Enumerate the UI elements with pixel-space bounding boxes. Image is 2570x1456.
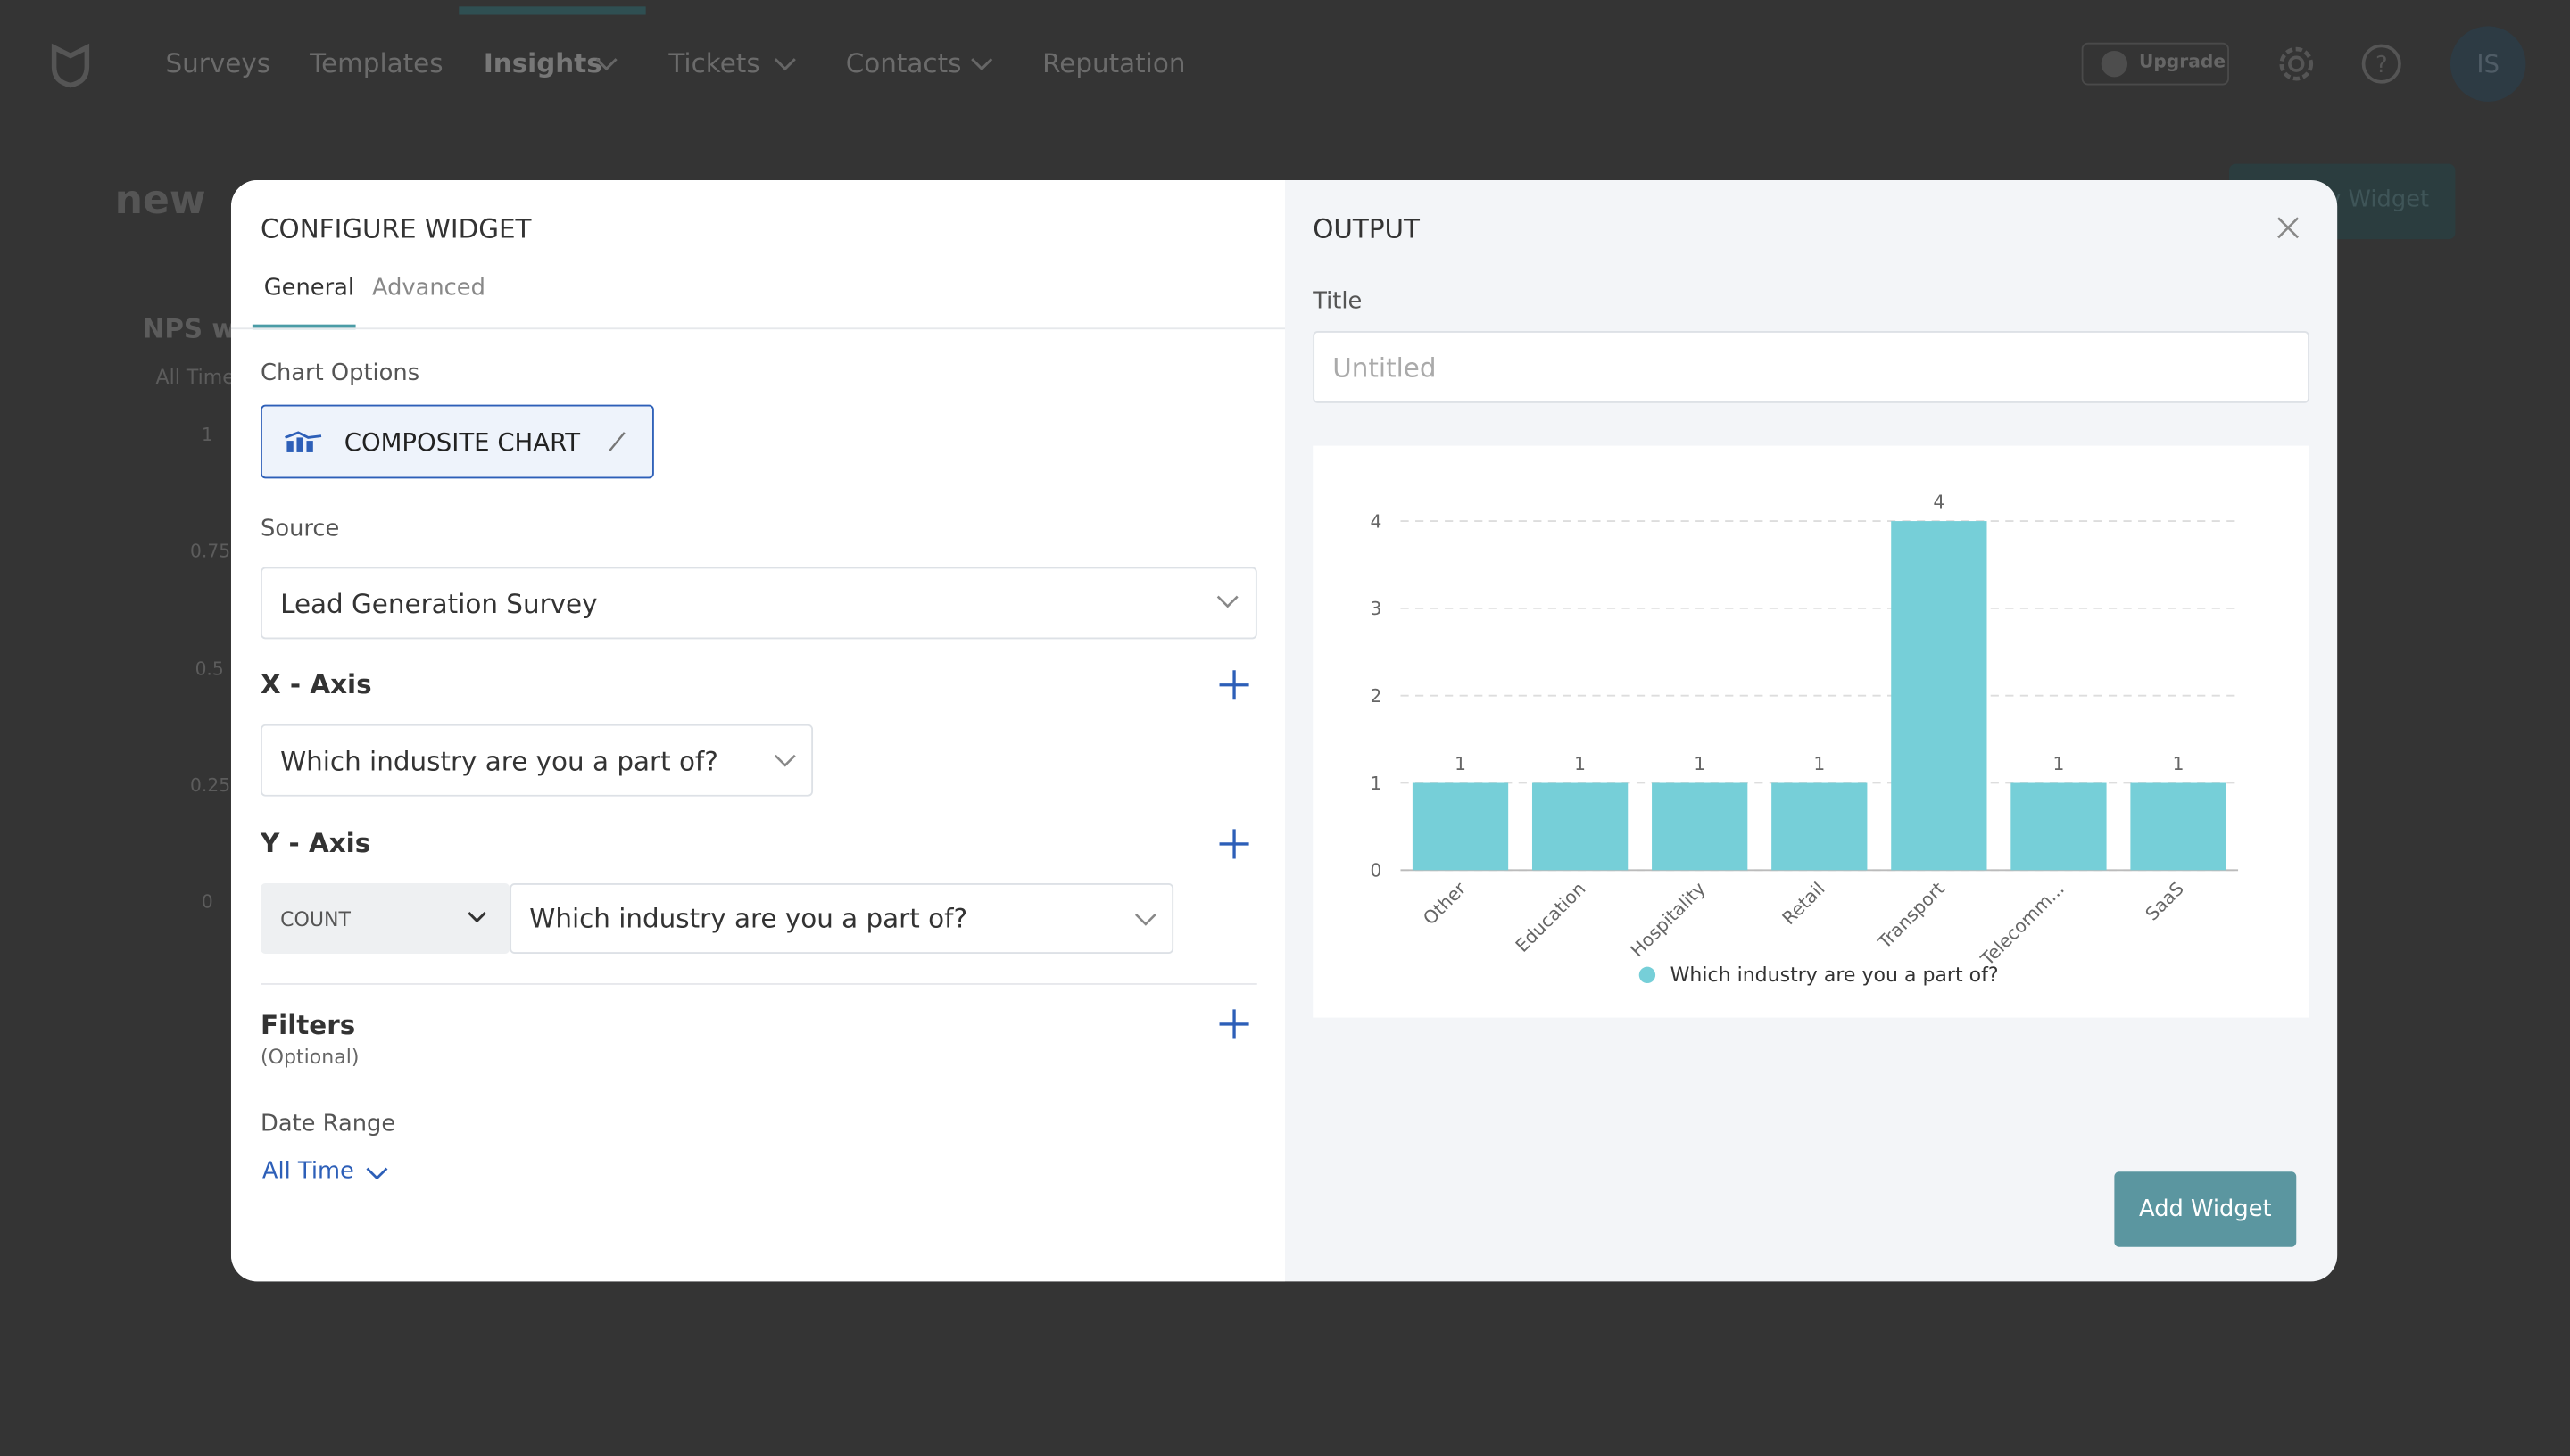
chart: 0 1 2 3 4 1 1 1 1 4 1 1 Other Education Hospitality Ret… — [1313, 445, 2309, 1018]
data-label: 1 — [2053, 753, 2065, 774]
settings-icon[interactable] — [2276, 45, 2316, 84]
bar — [1771, 782, 1868, 871]
output-title: OUTPUT — [1313, 212, 1421, 244]
section-title: Filters — [261, 1009, 356, 1041]
label: Date Range — [261, 1111, 396, 1138]
nav-item[interactable]: Insights — [483, 47, 602, 79]
section-title: Y - Axis — [261, 827, 371, 859]
add-widget-button[interactable]: Add Widget — [2114, 1171, 2297, 1247]
logo — [51, 43, 90, 88]
y-axis-select[interactable]: Which industry are you a part of? — [510, 883, 1174, 954]
section-title: X - Axis — [261, 668, 372, 700]
y-tick-label: 4 — [1371, 510, 1382, 532]
data-label: 1 — [1694, 753, 1705, 774]
divider — [261, 983, 1257, 985]
bg-tick: 1 — [201, 424, 213, 446]
label: Title — [1313, 288, 1363, 315]
svg-text:?: ? — [2375, 52, 2388, 79]
widget-title: NPS wi — [142, 312, 245, 344]
data-label: 4 — [1933, 491, 1944, 512]
avatar-initials: IS — [2476, 49, 2500, 79]
x-tick-label: Other — [1419, 877, 1471, 929]
source-select[interactable]: Lead Generation Survey — [261, 567, 1257, 640]
add-icon[interactable] — [1219, 829, 1249, 859]
x-tick-label: Transport — [1873, 878, 1949, 954]
aggregate-select[interactable]: COUNT — [261, 883, 510, 954]
widget-date: All Time — [155, 365, 235, 389]
tab-indicator — [252, 324, 356, 330]
data-label: 1 — [1813, 753, 1825, 774]
y-tick-label: 3 — [1371, 598, 1382, 619]
bar — [1652, 782, 1748, 871]
chart-icon — [285, 431, 322, 452]
bar — [1891, 521, 1987, 871]
title-input[interactable]: Untitled — [1313, 331, 2309, 403]
nav-item[interactable]: Tickets — [668, 47, 760, 79]
bar — [2010, 782, 2107, 871]
help-icon[interactable]: ? — [2361, 44, 2401, 84]
page-title: new — [114, 177, 206, 223]
chevron — [774, 58, 796, 71]
bar — [1531, 782, 1629, 871]
chevron — [468, 912, 486, 923]
y-tick-label: 0 — [1371, 860, 1382, 881]
chevron — [1134, 913, 1156, 926]
legend-swatch — [1638, 966, 1656, 984]
x-tick-label: Education — [1511, 878, 1589, 956]
label: Chart Options — [261, 360, 420, 387]
chart-type: COMPOSITE CHART — [344, 427, 581, 458]
chevron — [971, 58, 993, 71]
nav-item[interactable]: Contacts — [845, 47, 962, 79]
note: (Optional) — [261, 1045, 360, 1069]
date-range[interactable]: All Time — [261, 1158, 354, 1185]
x-tick-label: Telecomm... — [1976, 878, 2068, 971]
bar — [2130, 782, 2226, 871]
chevron — [774, 754, 796, 767]
bar — [1412, 782, 1509, 871]
nav-item[interactable]: Reputation — [1042, 47, 1186, 79]
y-tick-label: 1 — [1371, 773, 1382, 794]
chevron — [366, 1167, 388, 1180]
close-icon[interactable] — [2277, 217, 2300, 239]
button-label: y Widget — [2327, 186, 2430, 213]
legend-label: Which industry are you a part of? — [1670, 964, 1999, 987]
bg-tick: 0.25 — [190, 774, 231, 797]
active-indicator — [459, 6, 646, 15]
x-tick-label: Hospitality — [1626, 878, 1709, 961]
upgrade-button[interactable] — [2081, 42, 2229, 86]
x-axis-select[interactable]: Which industry are you a part of? — [261, 724, 814, 797]
bg-tick: 0 — [201, 891, 213, 914]
modal-title: CONFIGURE WIDGET — [261, 212, 532, 244]
add-icon[interactable] — [1219, 1009, 1249, 1039]
bg-tick: 0.75 — [190, 541, 231, 563]
add-icon[interactable] — [1219, 670, 1249, 700]
tab[interactable]: Advanced — [371, 275, 485, 302]
y-tick-label: 2 — [1371, 685, 1382, 707]
upgrade-label: Upgrade — [2138, 50, 2226, 72]
chevron — [595, 58, 618, 71]
chevron — [1216, 595, 1239, 608]
upgrade-icon — [2101, 50, 2128, 78]
data-label: 1 — [1455, 753, 1466, 774]
chart-type-button[interactable] — [261, 404, 654, 479]
nav-item[interactable]: Templates — [310, 47, 444, 79]
edit-icon[interactable] — [607, 429, 626, 452]
x-tick-label: SaaS — [2141, 878, 2188, 925]
avatar[interactable] — [2450, 26, 2526, 102]
data-label: 1 — [2173, 753, 2184, 774]
nav-item[interactable]: Surveys — [165, 47, 271, 79]
bg-tick: 0.5 — [195, 658, 224, 681]
x-tick-label: Retail — [1778, 878, 1828, 929]
data-label: 1 — [1574, 753, 1586, 774]
divider — [230, 327, 1286, 330]
label: Source — [261, 516, 340, 542]
tab[interactable]: General — [263, 275, 355, 302]
